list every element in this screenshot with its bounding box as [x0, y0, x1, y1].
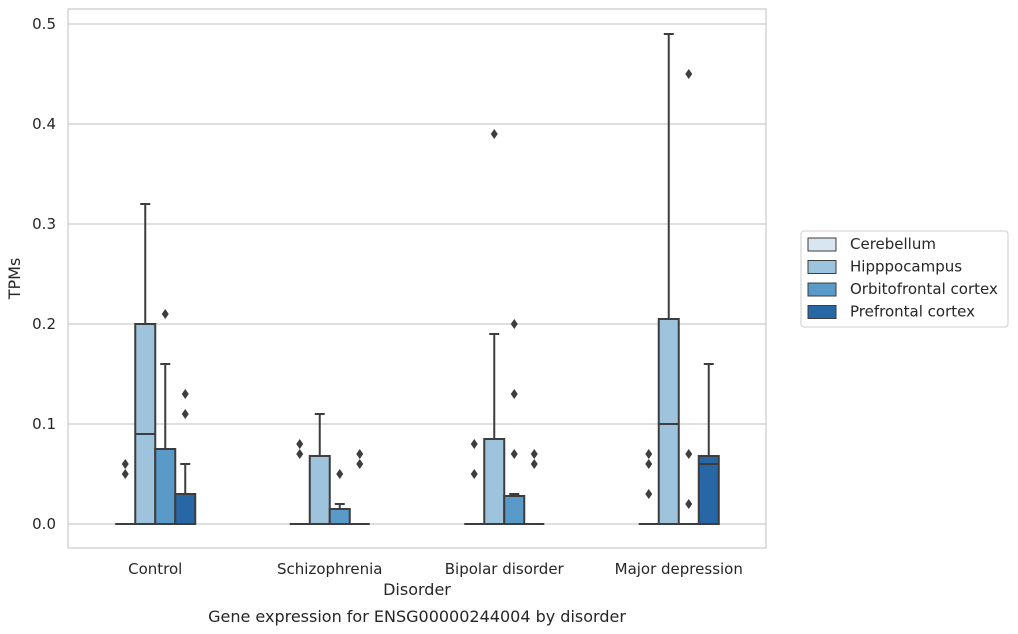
box-group [657, 33, 680, 525]
box [697, 455, 720, 525]
box [503, 495, 526, 525]
outlier-point [530, 449, 538, 459]
y-axis-label: TPMs [5, 258, 24, 301]
outlier-point [645, 489, 653, 499]
legend-label: Prefrontal cortex [850, 303, 975, 321]
box [174, 493, 197, 525]
plot-marks [115, 33, 720, 525]
x-tick-label: Control [128, 560, 182, 578]
chart-caption: Gene expression for ENSG00000244004 by d… [208, 607, 626, 626]
y-tick-label: 0.0 [32, 515, 56, 533]
legend-swatch [807, 282, 837, 297]
box-group [115, 459, 136, 525]
outlier-point [685, 69, 693, 79]
outlier-point [356, 459, 364, 469]
box [657, 318, 680, 525]
legend-swatch [807, 260, 837, 274]
outlier-point [470, 469, 478, 479]
box-group [697, 363, 720, 525]
outlier-point [121, 459, 129, 469]
box [483, 438, 506, 525]
x-axis-label: Disorder [383, 580, 451, 599]
legend-label: Orbitofrontal cortex [850, 280, 998, 298]
outlier-point [645, 459, 653, 469]
y-axis-ticks: 0.0 0.1 0.2 0.3 0.4 0.5 [32, 15, 56, 533]
box [154, 448, 177, 525]
box [328, 508, 351, 525]
outlier-point [685, 449, 693, 459]
y-tick-label: 0.4 [32, 115, 56, 133]
box-group [483, 129, 506, 525]
box-group [638, 449, 659, 525]
box-group [154, 309, 177, 525]
legend-swatch [807, 237, 837, 252]
box-group [289, 439, 310, 525]
x-tick-label: Major depression [615, 560, 743, 578]
box-group [134, 203, 157, 525]
outlier-point [645, 449, 653, 459]
x-tick-label: Schizophrenia [277, 560, 382, 578]
legend-label: Hipppocampus [850, 258, 962, 276]
outlier-point [510, 449, 518, 459]
box [308, 455, 331, 525]
plot-frame [67, 8, 767, 549]
outlier-point [685, 499, 693, 509]
outlier-point [530, 459, 538, 469]
outlier-point [181, 409, 189, 419]
outlier-point [490, 129, 498, 139]
box-group [464, 439, 485, 525]
outlier-point [510, 389, 518, 399]
x-tick-label: Bipolar disorder [445, 560, 565, 578]
box-group [328, 469, 351, 525]
outlier-point [336, 469, 344, 479]
outlier-point [296, 449, 304, 459]
box-group [174, 389, 197, 525]
outlier-point [181, 389, 189, 399]
box-group [349, 449, 370, 525]
box-group [503, 319, 526, 525]
x-axis-ticks: Control Schizophrenia Bipolar disorder Majo… [128, 560, 743, 578]
legend: Cerebellum Hipppocampus Orbitofrontal cort… [800, 230, 1009, 328]
legend-label: Cerebellum [850, 235, 936, 253]
y-tick-label: 0.3 [32, 215, 56, 233]
box-group [524, 449, 545, 525]
legend-swatch [807, 305, 837, 319]
outlier-point [161, 309, 169, 319]
y-tick-label: 0.2 [32, 315, 56, 333]
box-group [308, 413, 331, 525]
outlier-point [121, 469, 129, 479]
legend-frame [800, 230, 1009, 328]
box [134, 323, 157, 525]
y-tick-label: 0.5 [32, 15, 56, 33]
outlier-point [296, 439, 304, 449]
outlier-point [356, 449, 364, 459]
y-tick-label: 0.1 [32, 415, 56, 433]
outlier-point [470, 439, 478, 449]
outlier-point [510, 319, 518, 329]
box-group [678, 69, 699, 525]
